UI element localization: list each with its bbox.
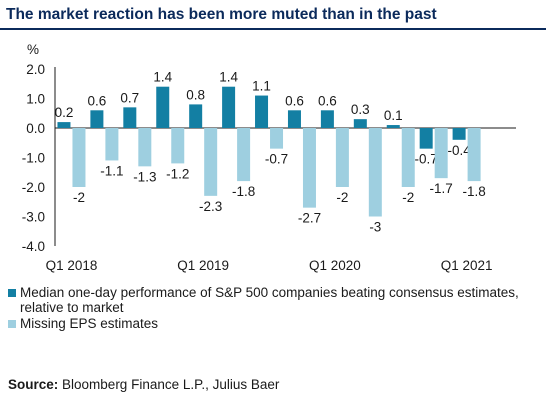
bar-beat <box>57 122 71 128</box>
data-label: -2.3 <box>199 199 222 214</box>
source-text: Bloomberg Finance L.P., Julius Baer <box>62 377 280 392</box>
y-tick-label: -4.0 <box>22 239 45 254</box>
y-tick-label: 2.0 <box>26 62 45 77</box>
x-tick-label: Q1 2020 <box>309 258 361 273</box>
legend-item-miss: Missing EPS estimates <box>8 316 540 331</box>
bar-beat <box>222 86 236 128</box>
y-tick-label: -1.0 <box>22 151 45 166</box>
legend: Median one-day performance of S&P 500 co… <box>8 285 540 332</box>
bar-beat <box>90 110 104 128</box>
data-label: 0.6 <box>88 93 107 108</box>
bar-beat <box>189 104 203 128</box>
source-note: Source: Bloomberg Finance L.P., Julius B… <box>8 377 279 392</box>
legend-item-beat: Median one-day performance of S&P 500 co… <box>8 285 540 315</box>
data-label: -1.8 <box>232 184 255 199</box>
data-label: 1.1 <box>252 79 271 94</box>
bar-beat <box>386 125 400 128</box>
bar-miss <box>105 128 119 161</box>
y-tick-label: -3.0 <box>22 210 45 225</box>
x-tick-label: Q1 2021 <box>441 258 493 273</box>
bar-miss <box>138 128 152 167</box>
data-label: 1.4 <box>219 70 238 85</box>
bar-chart: % 2.0 1.0 0.0 -1.0 -2.0 -3.0 -4.0 0.2 0.6 0.7 1.4 0.… <box>22 42 516 273</box>
bar-miss <box>368 128 382 217</box>
data-label: -2 <box>402 190 414 205</box>
legend-swatch-miss <box>8 320 16 328</box>
y-axis-unit-label: % <box>27 42 39 57</box>
data-label: 1.4 <box>153 70 172 85</box>
data-label: 0.6 <box>318 93 337 108</box>
bar-miss <box>434 128 448 179</box>
data-label: -1.2 <box>166 166 189 181</box>
data-label: -3 <box>369 220 381 235</box>
data-label: -0.7 <box>265 152 288 167</box>
bar-miss <box>401 128 415 187</box>
data-label: -0.4 <box>447 143 471 158</box>
data-label: 0.8 <box>186 87 205 102</box>
bar-beat <box>320 110 334 128</box>
data-label: -1.1 <box>100 163 123 178</box>
data-label: 0.2 <box>55 105 74 120</box>
bar-miss <box>467 128 481 182</box>
data-label: 0.3 <box>351 102 370 117</box>
bar-miss <box>335 128 349 187</box>
bar-miss <box>302 128 316 208</box>
bar-miss <box>72 128 86 187</box>
bar-miss <box>237 128 251 182</box>
bar-beat <box>287 110 301 128</box>
y-tick-label: -2.0 <box>22 180 45 195</box>
x-tick-label: Q1 2018 <box>46 258 98 273</box>
data-label: -1.8 <box>462 184 485 199</box>
bar-miss <box>204 128 218 196</box>
x-tick-label: Q1 2019 <box>177 258 229 273</box>
bar-beat <box>452 128 466 140</box>
legend-swatch-beat <box>8 289 16 297</box>
data-label: 0.1 <box>384 108 403 123</box>
bar-miss <box>270 128 284 149</box>
data-label: -0.7 <box>415 152 438 167</box>
bar-beat <box>419 128 433 149</box>
y-tick-label: 0.0 <box>26 121 45 136</box>
bar-beat <box>156 86 170 128</box>
legend-label-beat: Median one-day performance of S&P 500 co… <box>20 285 519 315</box>
chart-title: The market reaction has been more muted … <box>6 6 437 23</box>
bar-beat <box>255 95 269 128</box>
data-label: 0.7 <box>120 90 139 105</box>
bar-miss <box>171 128 185 164</box>
y-tick-label: 1.0 <box>26 92 45 107</box>
data-label: 0.6 <box>285 93 304 108</box>
bar-beat <box>123 107 137 128</box>
data-label: -1.3 <box>133 169 156 184</box>
legend-label-miss: Missing EPS estimates <box>20 316 159 331</box>
data-label: -2 <box>336 190 348 205</box>
data-label: -2.7 <box>298 211 321 226</box>
title-rule <box>0 28 546 30</box>
source-label: Source: <box>8 377 59 392</box>
data-label: -2 <box>73 190 85 205</box>
data-label: -1.7 <box>430 181 453 196</box>
bar-beat <box>353 119 367 128</box>
